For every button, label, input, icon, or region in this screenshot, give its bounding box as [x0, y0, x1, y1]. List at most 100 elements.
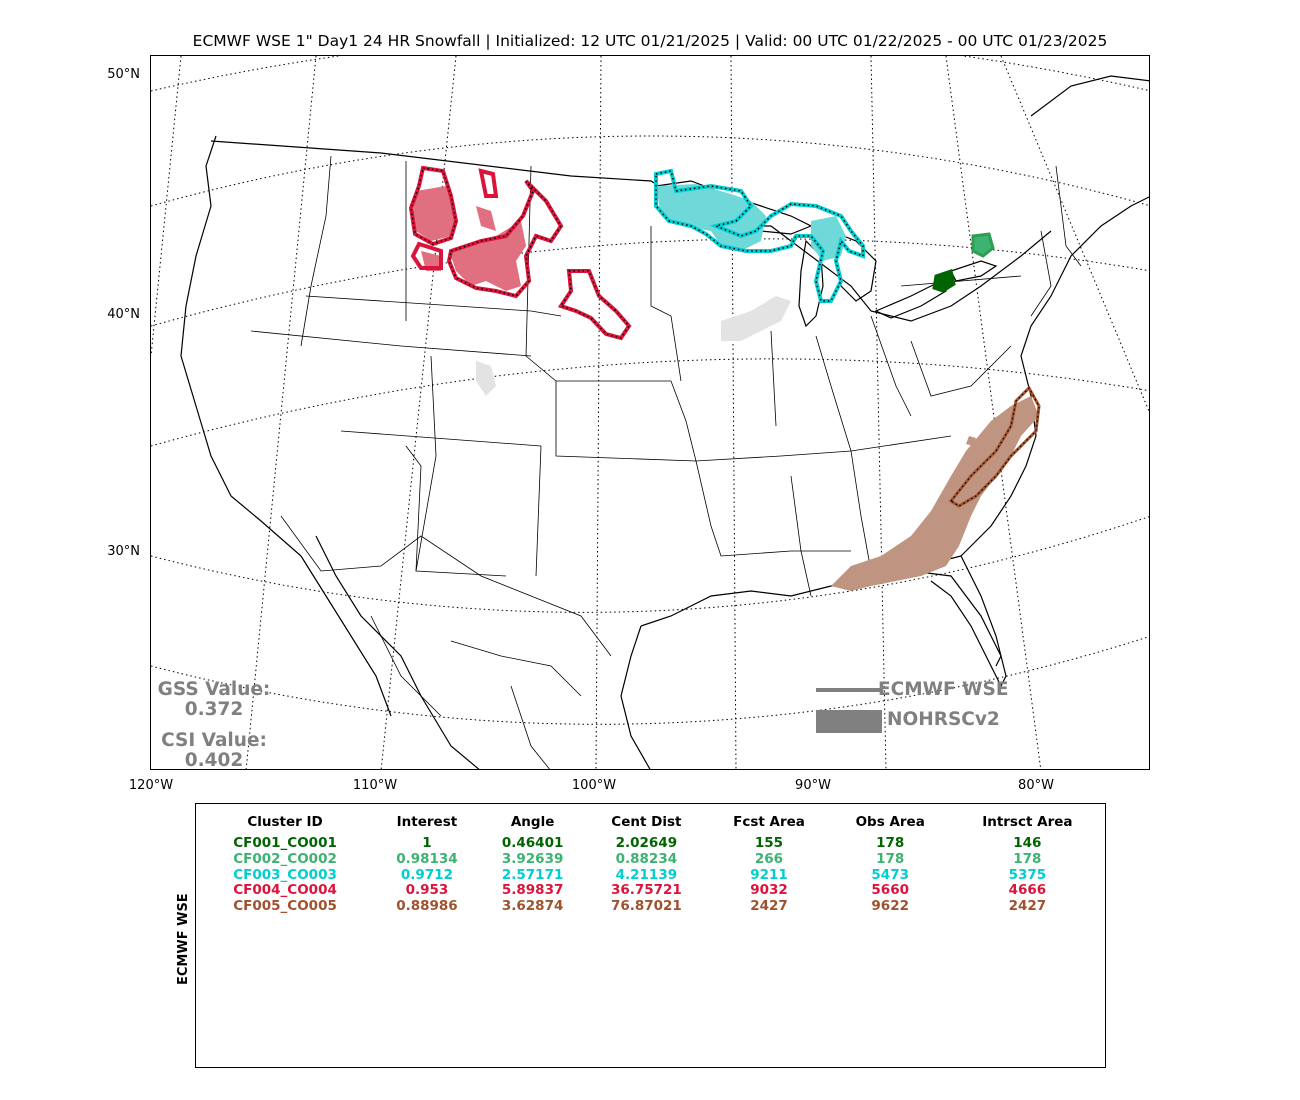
table-cell: 0.88986 [396, 898, 458, 915]
table-cell: 76.87021 [610, 898, 682, 915]
map-panel [150, 55, 1150, 770]
table-cell: 9211 [750, 866, 788, 883]
column-header: Cent Dist [611, 814, 682, 830]
column-header: Interest [396, 814, 458, 830]
observed-snow-iowa [721, 296, 791, 341]
table-cell: CF003_CO003 [233, 866, 337, 883]
statistics-table: Cluster ID Interest Angle Cent Dist Fcst… [196, 814, 1105, 915]
cf004-observed-fill [413, 186, 526, 291]
cf002-forecast-outline [971, 232, 995, 258]
plot-title: ECMWF WSE 1" Day1 24 HR Snowfall | Initi… [192, 32, 1108, 50]
state-borders [250, 155, 1082, 769]
legend-line-label: ECMWF WSE [878, 679, 1009, 700]
florida [910, 555, 1007, 688]
table-cell: 178 [1013, 850, 1042, 867]
table-cell: 0.98134 [396, 850, 458, 867]
lake-erie [874, 280, 947, 319]
table-cell: 4.21139 [615, 866, 678, 883]
legend-patch-swatch [816, 710, 882, 733]
table-header-row: Cluster ID Interest Angle Cent Dist Fcst… [196, 814, 1105, 836]
lon-label-110: 110°W [352, 778, 398, 793]
texas-mexico-coast [620, 625, 651, 769]
latitude-line-45 [151, 135, 1149, 207]
cf003-observed-fill [656, 184, 846, 261]
table-row: CF003_CO003 0.9712 2.57171 4.21139 9211 5473 5… [196, 866, 1105, 884]
table-cell: 0.46401 [501, 835, 564, 851]
lon-label-80: 80°W [1018, 778, 1054, 793]
csi-label: CSI Value: [161, 730, 267, 751]
table-cell: 266 [754, 850, 784, 867]
gss-value: 0.372 [184, 699, 244, 720]
latitude-line-50 [151, 56, 1149, 92]
hudson-coast [1030, 75, 1149, 117]
table-cell: CF001_CO001 [233, 835, 337, 851]
lat-label-40: 40°N [107, 307, 140, 322]
table-cell: CF005_CO005 [233, 898, 337, 915]
table-cell: 178 [876, 835, 905, 851]
gulf-coast [640, 570, 1002, 667]
cluster-cf001 [932, 269, 956, 293]
lon-label-100: 100°W [571, 778, 617, 793]
graticule [151, 56, 1149, 769]
table-side-label: ECMWF WSE [176, 893, 191, 985]
table-cell: CF004_CO004 [233, 882, 337, 899]
table-row: CF005_CO005 0.88986 3.62874 76.87021 2427 962… [196, 898, 1105, 915]
us-west-coast [180, 135, 302, 557]
table-cell: 3.62874 [501, 898, 564, 915]
column-header: Cluster ID [247, 814, 323, 830]
cf001-forecast-outline [932, 269, 956, 293]
column-header: Obs Area [855, 814, 925, 830]
lon-label-90: 90°W [795, 778, 831, 793]
baja-california [300, 555, 392, 717]
table-cell: 178 [876, 850, 905, 867]
table-cell: 9032 [750, 882, 788, 899]
gss-label: GSS Value: [157, 679, 271, 700]
latitude-line-40 [151, 238, 1149, 327]
atlantic-coast [960, 196, 1149, 557]
table-cell: 36.75721 [610, 882, 682, 899]
cf005-observed-fill [831, 396, 1039, 591]
table-cell: 0.953 [405, 882, 449, 899]
table-cell: 4666 [1008, 882, 1047, 899]
cluster-cf005 [831, 385, 1041, 591]
table-cell: 0.88234 [615, 850, 678, 867]
table-cell: 2.02649 [615, 835, 678, 851]
longitude-line-90 [870, 56, 887, 769]
map-canvas [151, 56, 1149, 769]
table-row: CF002_CO002 0.98134 3.92639 0.88234 266 178 17… [196, 850, 1105, 868]
table-cell: 5473 [871, 866, 909, 883]
column-header: Fcst Area [733, 814, 805, 830]
latitude-line-25 [151, 636, 1149, 725]
table-cell: 5375 [1008, 866, 1047, 883]
table-row: CF004_CO004 0.953 5.89837 36.75721 9032 5660 4… [196, 883, 1105, 899]
nohrsc-observed-gray [476, 296, 791, 396]
cluster-cf002 [971, 232, 995, 258]
table-cell: 0.9712 [400, 866, 453, 883]
table-cell: 2.57171 [501, 866, 564, 883]
longitude-line-105 [380, 56, 457, 769]
cluster-cf003 [654, 168, 865, 303]
statistics-table-panel: Cluster ID Interest Angle Cent Dist Fcst… [195, 803, 1106, 1068]
table-cell: 5660 [871, 882, 909, 899]
table-row: CF001_CO001 1 0.46401 2.02649 155 178 146 [196, 835, 1105, 852]
lake-ontario [950, 260, 998, 282]
lat-label-30: 30°N [107, 544, 140, 559]
longitude-line-120 [151, 56, 182, 357]
cluster-cf004 [408, 165, 632, 341]
column-header: Intrsct Area [982, 814, 1073, 830]
lon-label-120: 120°W [128, 778, 174, 793]
table-cell: 5.89837 [501, 882, 564, 899]
legend-patch-label: NOHRSCv2 [887, 709, 1000, 730]
mexico-west-coast [315, 535, 480, 769]
longitude-line-110 [245, 56, 317, 769]
longitude-line-85 [945, 56, 1042, 769]
table-cell: 2427 [1008, 898, 1047, 915]
lat-label-50: 50°N [107, 67, 140, 82]
table-cell: 1 [422, 835, 432, 851]
table-cell: 9622 [871, 898, 909, 915]
table-cell: 155 [754, 835, 784, 851]
csi-value: 0.402 [184, 750, 244, 771]
table-cell: 2427 [750, 898, 788, 915]
latitude-line-30 [151, 516, 1149, 613]
observed-snow-colorado [476, 361, 496, 396]
